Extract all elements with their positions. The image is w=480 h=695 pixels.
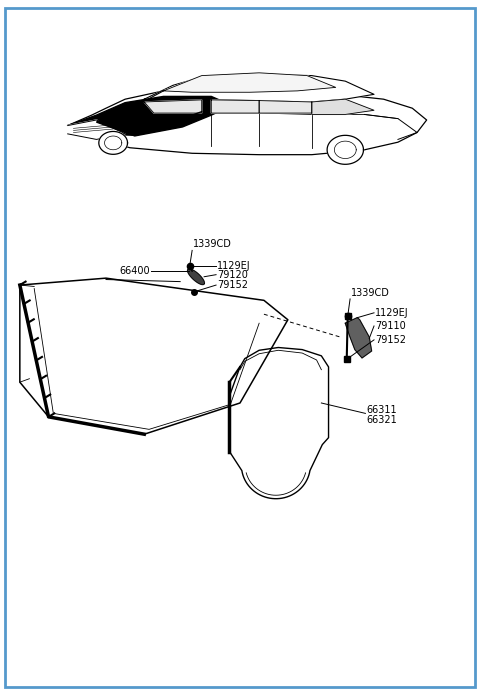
- Text: 1129EJ: 1129EJ: [217, 261, 251, 270]
- Polygon shape: [345, 318, 372, 358]
- Text: 66321: 66321: [366, 416, 397, 425]
- Text: 1129EJ: 1129EJ: [375, 308, 408, 318]
- Text: 66311: 66311: [366, 405, 397, 415]
- Text: 66400: 66400: [120, 266, 151, 276]
- Polygon shape: [188, 269, 204, 284]
- Text: 1339CD: 1339CD: [351, 288, 390, 297]
- Polygon shape: [163, 73, 336, 92]
- Polygon shape: [20, 278, 288, 434]
- Polygon shape: [68, 90, 427, 155]
- Text: 79152: 79152: [375, 335, 406, 345]
- Text: 79152: 79152: [217, 280, 248, 290]
- Polygon shape: [144, 74, 374, 103]
- Polygon shape: [229, 348, 328, 499]
- Polygon shape: [144, 100, 202, 113]
- Polygon shape: [211, 100, 259, 113]
- Polygon shape: [259, 101, 312, 113]
- Polygon shape: [96, 98, 230, 136]
- Polygon shape: [312, 99, 374, 115]
- Polygon shape: [68, 120, 125, 140]
- Polygon shape: [68, 97, 230, 136]
- Text: 1339CD: 1339CD: [192, 239, 231, 249]
- Polygon shape: [99, 131, 128, 154]
- Text: 79120: 79120: [217, 270, 248, 279]
- Polygon shape: [327, 136, 363, 164]
- Text: 79110: 79110: [375, 321, 406, 331]
